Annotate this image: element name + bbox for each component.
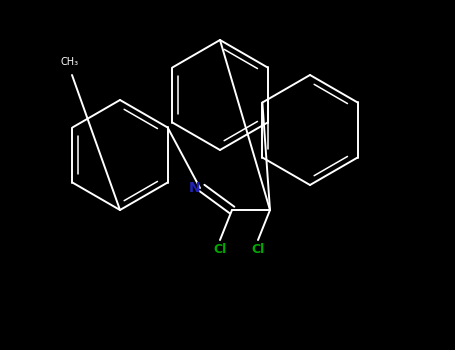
Text: CH₃: CH₃ <box>61 57 79 67</box>
Text: N: N <box>188 181 200 195</box>
Text: Cl: Cl <box>213 243 227 256</box>
Text: Cl: Cl <box>251 243 265 256</box>
